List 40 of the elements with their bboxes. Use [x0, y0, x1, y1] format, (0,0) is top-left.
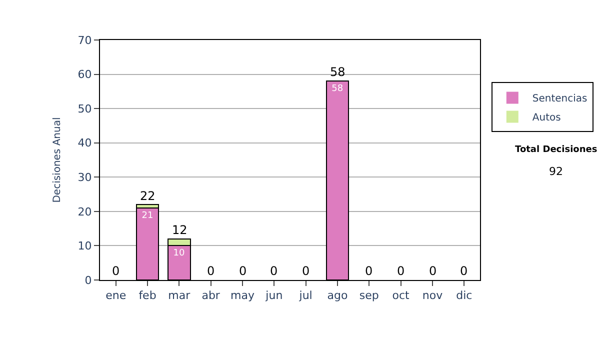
total-label: 22 [140, 189, 156, 203]
x-tick-label: ene [106, 289, 126, 302]
x-tick-label: ago [327, 289, 348, 302]
total-label: 12 [172, 223, 188, 237]
x-tick-label: dic [456, 289, 472, 302]
total-label: 0 [207, 264, 215, 278]
text: 92 [549, 165, 563, 178]
text: Total Decisiones [515, 145, 598, 155]
data-label: 21 [142, 211, 154, 221]
y-tick-label: 60 [78, 68, 92, 82]
x-tick-label: abr [202, 289, 220, 302]
legend-label: Autos [532, 112, 561, 124]
total-label: 0 [365, 264, 373, 278]
x-tick-label: jun [264, 289, 283, 302]
y-tick-label: 30 [78, 170, 92, 184]
y-tick-label: 40 [78, 136, 92, 150]
y-tick-label: 20 [78, 205, 92, 218]
x-tick-label: may [230, 289, 255, 302]
total-label: 0 [270, 264, 278, 278]
total-label: 0 [460, 264, 468, 278]
y-tick-label: 10 [78, 240, 92, 253]
x-tick-label: nov [422, 289, 444, 302]
total-label: 58 [330, 65, 346, 79]
x-tick-label: jul [298, 289, 312, 302]
total-label: 0 [429, 264, 437, 278]
total-label: 0 [397, 264, 405, 278]
y-tick-label: 70 [78, 34, 92, 47]
data-label: 58 [332, 84, 344, 94]
x-tick-label: sep [359, 289, 379, 302]
y-axis-title: Decisiones Anual [52, 117, 63, 203]
x-tick-label: oct [392, 289, 410, 302]
x-tick-label: mar [168, 289, 191, 302]
total-label: 0 [302, 264, 310, 278]
data-label: 10 [173, 248, 186, 259]
total-label: 0 [239, 264, 247, 278]
y-tick-label: 0 [84, 274, 92, 287]
y-tick-label: 50 [78, 102, 92, 116]
total-label: 0 [112, 264, 120, 278]
x-tick-label: feb [138, 289, 156, 302]
legend-label: Sentencias [532, 94, 588, 105]
